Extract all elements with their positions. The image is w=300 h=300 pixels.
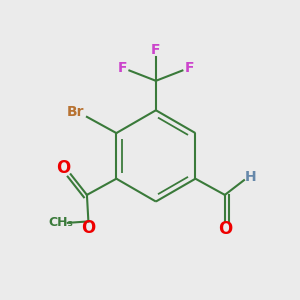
Text: F: F [151,43,160,57]
Text: Br: Br [67,106,85,119]
Text: CH₃: CH₃ [48,216,73,230]
Text: O: O [81,219,95,237]
Text: O: O [56,159,70,177]
Text: F: F [117,61,127,75]
Text: H: H [245,170,256,184]
Text: F: F [185,61,194,75]
Text: O: O [219,220,233,238]
